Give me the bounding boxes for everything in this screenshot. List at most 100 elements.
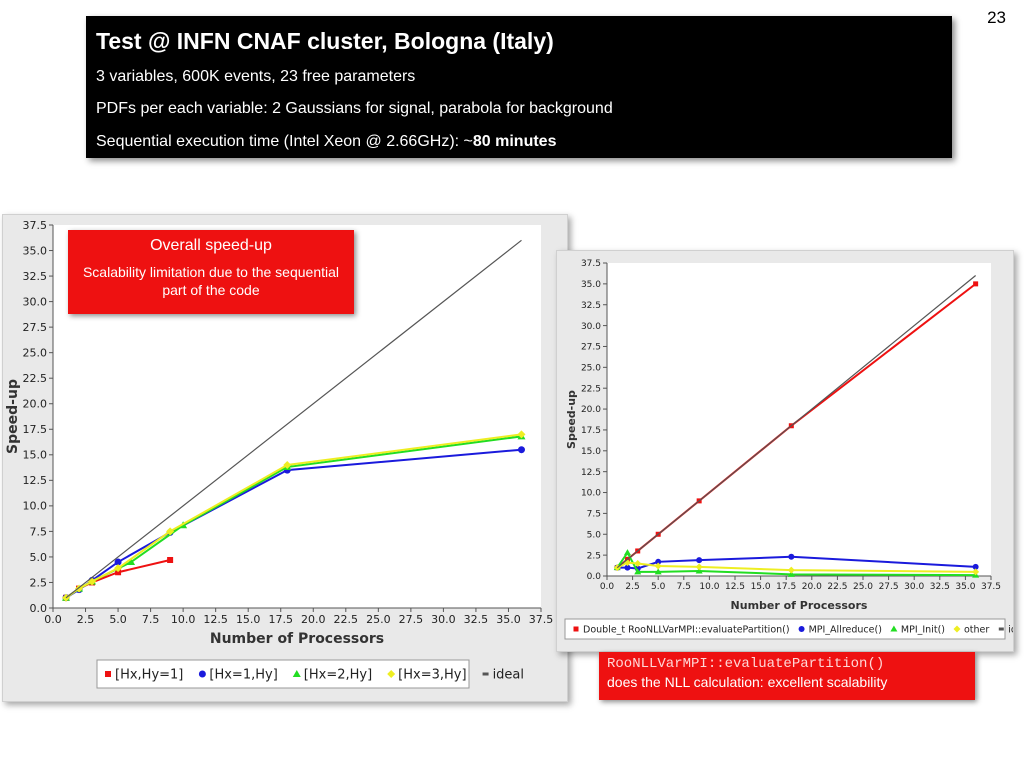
- x-tick-label: 12.5: [725, 582, 745, 592]
- y-tick-label: 2.5: [587, 551, 601, 561]
- data-point-hx-1-hy: [517, 446, 525, 454]
- y-tick-label: 15.0: [581, 447, 601, 457]
- data-point-hx-hy-1: [115, 569, 122, 576]
- y-tick-label: 20.0: [581, 405, 601, 415]
- x-tick-label: 32.5: [464, 613, 489, 626]
- y-tick-label: 17.5: [581, 426, 601, 436]
- data-point-mpi-allreduce: [788, 553, 795, 560]
- y-tick-label: 10.0: [23, 500, 48, 513]
- x-axis-label: Number of Processors: [210, 631, 384, 647]
- x-tick-label: 25.0: [853, 582, 873, 592]
- x-tick-label: 30.0: [904, 582, 924, 592]
- y-tick-label: 20.0: [23, 398, 48, 411]
- chart-panel-components: 0.0 2.5 5.0 7.5 10.0 12.5 15.0 17.5 20.0 22.5 25.0…: [556, 250, 1014, 652]
- y-tick-label: 27.5: [581, 343, 601, 353]
- legend-box: [564, 618, 1006, 640]
- y-tick-label: 12.5: [23, 474, 48, 487]
- y-tick-label: 25.0: [581, 363, 601, 373]
- y-tick-label: 10.0: [581, 489, 601, 499]
- y-tick-label: 35.0: [23, 244, 48, 257]
- slide-title: Test @ INFN CNAF cluster, Bologna (Italy…: [96, 28, 554, 54]
- y-tick-label: 30.0: [581, 322, 601, 332]
- y-tick-label: 17.5: [23, 423, 48, 436]
- legend-marker-mpi-init: [890, 625, 898, 632]
- legend-marker-mpi-allreduce: [798, 626, 805, 632]
- header-line-1: 3 variables, 600K events, 23 free parame…: [96, 68, 416, 85]
- y-tick-label: 5.0: [30, 551, 48, 564]
- data-point-other: [787, 566, 795, 574]
- x-tick-label: 37.5: [529, 613, 554, 626]
- legend-marker-other: [953, 625, 961, 633]
- data-point-mpi-init: [654, 568, 662, 575]
- y-tick-label: 25.0: [23, 347, 48, 360]
- data-point-other: [972, 568, 980, 576]
- slide-number: 23: [987, 8, 1006, 27]
- x-tick-label: 0.0: [44, 613, 62, 626]
- data-point-other: [695, 563, 703, 571]
- x-tick-label: 25.0: [366, 613, 391, 626]
- legend-marker-hx-hy-1: [105, 671, 111, 677]
- y-tick-label: 7.5: [587, 510, 601, 520]
- header-line-3-bold: 80 minutes: [472, 133, 557, 150]
- y-tick-label: 22.5: [581, 384, 601, 394]
- x-tick-label: 10.0: [171, 613, 196, 626]
- x-tick-label: 20.0: [802, 582, 822, 592]
- y-tick-label: 30.0: [23, 295, 48, 308]
- legend-label-other: other: [964, 624, 989, 635]
- header-line-3: Sequential execution time (Intel Xeon @ …: [96, 133, 556, 151]
- x-tick-label: 35.0: [496, 613, 521, 626]
- legend-label-ideal: ideal: [493, 668, 524, 683]
- legend-label-double-t-roonllvarmpi-evaluatepartition: Double_t RooNLLVarMPI::evaluatePartition…: [583, 624, 790, 635]
- x-tick-label: 22.5: [334, 613, 359, 626]
- x-tick-label: 20.0: [301, 613, 326, 626]
- legend-box: [96, 659, 470, 689]
- data-point-other: [634, 559, 642, 567]
- series-line-ideal: [65, 239, 522, 599]
- x-tick-label: 7.5: [142, 613, 160, 626]
- y-axis-label: Speed-up: [565, 390, 578, 449]
- series-line-ideal: [616, 275, 977, 569]
- data-point-hx-3-hy: [114, 564, 123, 573]
- data-point-mpi-allreduce: [972, 563, 979, 570]
- y-tick-label: 22.5: [23, 372, 48, 385]
- legend-label-hx-1-hy: [Hx=1,Hy]: [209, 668, 277, 683]
- note-overall-title: Overall speed-up: [150, 237, 272, 254]
- data-point-hx-1-hy: [114, 558, 122, 566]
- legend-marker-double-t-roonllvarmpi-evaluatepartition: [573, 626, 579, 632]
- note-overall-text: Scalability limitation due to the sequen…: [82, 264, 340, 298]
- x-tick-label: 17.5: [776, 582, 796, 592]
- legend-marker-ideal: [998, 627, 1004, 631]
- y-tick-label: 2.5: [30, 576, 48, 589]
- note-evaluate-text: does the NLL calculation: excellent scal…: [607, 674, 888, 690]
- data-point-hx-3-hy: [517, 430, 526, 439]
- y-tick-label: 5.0: [587, 530, 602, 540]
- y-axis-label: Speed-up: [5, 379, 21, 454]
- data-point-hx-2-hy: [127, 558, 136, 566]
- x-tick-label: 5.0: [651, 582, 666, 592]
- note-evaluate-code: RooNLLVarMPI::evaluatePartition(): [607, 656, 885, 672]
- y-tick-label: 35.0: [581, 280, 601, 290]
- data-point-mpi-allreduce: [655, 558, 662, 565]
- x-tick-label: 32.5: [930, 582, 950, 592]
- y-tick-label: 27.5: [23, 321, 48, 334]
- legend-label-mpi-allreduce: MPI_Allreduce(): [809, 624, 882, 635]
- legend-label-ideal: ideal: [1008, 624, 1013, 635]
- x-tick-label: 0.0: [600, 582, 615, 592]
- legend-marker-hx-1-hy: [198, 670, 206, 678]
- note-overall-speedup: Overall speed-up Scalability limitation …: [68, 230, 354, 314]
- header-line-2: PDFs per each variable: 2 Gaussians for …: [96, 100, 613, 117]
- x-tick-label: 15.0: [751, 582, 771, 592]
- header-box: Test @ INFN CNAF cluster, Bologna (Italy…: [86, 16, 952, 158]
- legend-label-mpi-init: MPI_Init(): [901, 624, 945, 635]
- y-tick-label: 37.5: [23, 219, 48, 232]
- x-tick-label: 10.0: [699, 582, 719, 592]
- legend-label-hx-hy-1: [Hx,Hy=1]: [115, 668, 183, 683]
- y-tick-label: 0.0: [30, 602, 48, 615]
- note-evaluate-partition: RooNLLVarMPI::evaluatePartition() does t…: [599, 652, 975, 700]
- legend-label-hx-2-hy: [Hx=2,Hy]: [304, 668, 372, 683]
- data-point-hx-hy-1: [167, 556, 174, 563]
- data-point-hx-3-hy: [166, 527, 175, 536]
- data-point-mpi-allreduce: [696, 557, 703, 564]
- x-tick-label: 2.5: [77, 613, 95, 626]
- y-tick-label: 12.5: [581, 468, 601, 478]
